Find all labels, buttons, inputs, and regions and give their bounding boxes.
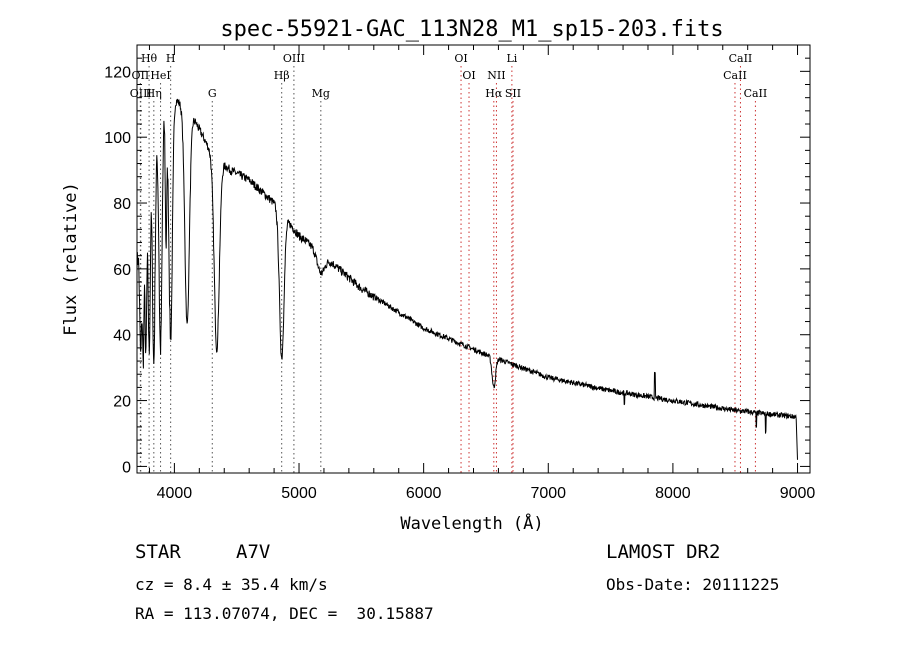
line-marker-label: Hα: [485, 87, 503, 100]
survey-label: LAMOST DR2: [606, 541, 721, 563]
plot-frame: [136, 44, 811, 474]
line-marker-label: HeI: [150, 69, 170, 82]
line-marker-label: CaII: [729, 52, 753, 65]
x-tick-label: 8000: [655, 485, 691, 502]
line-marker-label: OI: [462, 69, 475, 82]
axis-ticks: 4000 5000 6000 7000 8000 9000 0 20 40 60 80 100 120: [104, 45, 815, 502]
chart-title: spec-55921-GAC_113N28_M1_sp15-203.fits: [220, 17, 723, 42]
line-marker-label: OIII: [130, 87, 152, 100]
y-tick-label: 100: [104, 130, 131, 147]
coordinates: RA = 113.07074, DEC = 30.15887: [135, 604, 434, 623]
y-tick-label: 60: [113, 262, 131, 279]
y-tick-label: 40: [113, 328, 131, 345]
y-tick-label: 20: [113, 394, 131, 411]
line-marker-label: OII: [132, 69, 150, 82]
line-marker-label: Hη: [146, 87, 162, 100]
line-marker-label: NII: [487, 69, 505, 82]
redshift-readout: cz = 8.4 ± 35.4 km/s: [135, 575, 328, 594]
x-tick-label: 7000: [530, 485, 566, 502]
x-axis-label: Wavelength (Å): [400, 512, 543, 534]
line-marker-label: OI: [454, 52, 467, 65]
line-marker-label: OIII: [283, 52, 305, 65]
object-class: STAR: [135, 541, 181, 563]
line-marker-label: Li: [506, 52, 517, 65]
x-tick-label: 4000: [157, 485, 193, 502]
line-marker-label: Mg: [312, 87, 330, 100]
line-marker-label: Hβ: [274, 69, 290, 82]
obs-date: Obs-Date: 20111225: [606, 575, 780, 594]
spectral-subclass: A7V: [236, 541, 271, 563]
y-tick-label: 0: [122, 459, 131, 476]
x-tick-label: 9000: [780, 485, 816, 502]
x-tick-label: 5000: [281, 485, 317, 502]
line-marker-label: SII: [505, 87, 521, 100]
line-marker-label: Hθ: [141, 52, 158, 65]
line-marker-label: H: [166, 52, 176, 65]
line-marker-label: CaII: [744, 87, 768, 100]
spectrum-line: [136, 98, 798, 460]
line-marker-label: G: [208, 87, 217, 100]
y-tick-label: 120: [104, 64, 131, 81]
y-tick-label: 80: [113, 196, 131, 213]
line-marker-label: CaII: [723, 69, 747, 82]
x-tick-label: 6000: [406, 485, 442, 502]
y-axis-label: Flux (relative): [61, 182, 81, 336]
